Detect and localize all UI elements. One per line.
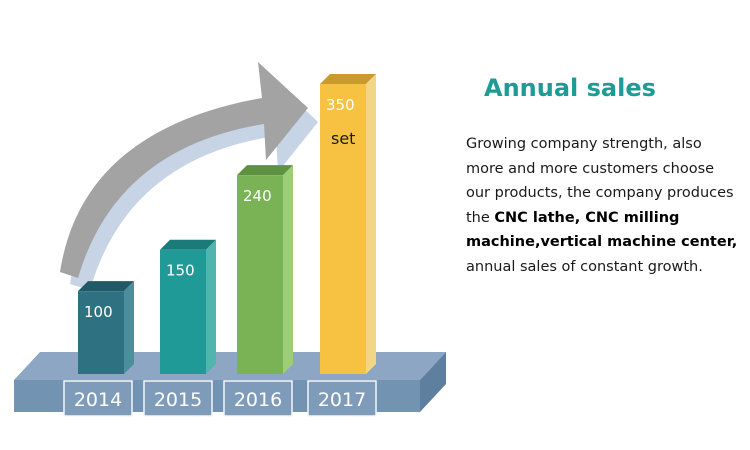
description-text: Growing company strength, also more and … — [466, 132, 738, 279]
bar-value-label: 100 — [84, 303, 113, 321]
trend-arrow-shadow — [70, 74, 318, 290]
bar-side-face — [206, 239, 216, 374]
category-label: 2015 — [154, 389, 202, 411]
bars-layer: 100 150 240 350 set — [78, 74, 376, 374]
platform-side — [420, 352, 446, 412]
category-label-box — [223, 380, 293, 417]
trend-arrow-body — [60, 62, 308, 278]
description-bold-products: CNC lathe, CNC milling machine,vertical … — [466, 209, 738, 251]
category-labels-layer: 2014 2015 2016 2017 — [63, 380, 377, 417]
bar-front-face — [78, 291, 124, 374]
bar-top-face — [320, 74, 376, 84]
bar-unit-label: set — [331, 129, 355, 148]
category-label: 2016 — [234, 389, 282, 411]
page-title: Annual sales — [484, 74, 656, 102]
bar-value-label: 350 — [326, 96, 355, 114]
category-label: 2014 — [74, 389, 122, 411]
category-label: 2017 — [318, 389, 366, 411]
bar-side-face — [283, 165, 293, 374]
bar-top-face — [237, 165, 293, 176]
bar-front-face — [237, 175, 283, 374]
bar-front-face — [320, 84, 366, 374]
trend-arrow-icon — [60, 62, 318, 290]
bar-2016: 240 — [237, 165, 293, 374]
bar-top-face — [78, 281, 134, 292]
category-label-box — [143, 380, 213, 417]
category-label-box — [307, 380, 377, 417]
bar-front-face — [160, 249, 206, 374]
bar-value-label: 240 — [243, 187, 272, 205]
bar-value-label: 150 — [166, 262, 195, 280]
bar-2014: 100 — [78, 281, 134, 374]
bar-side-face — [366, 74, 376, 374]
bar-side-face — [124, 281, 134, 374]
description-part-1: Growing company strength, also more and … — [466, 136, 734, 226]
bar-2015: 150 — [160, 239, 216, 374]
bar-top-face — [160, 239, 216, 250]
category-label-box — [63, 380, 133, 417]
description-part-2: annual sales of constant growth. — [466, 258, 703, 275]
bar-2017: 350 set — [320, 74, 376, 374]
